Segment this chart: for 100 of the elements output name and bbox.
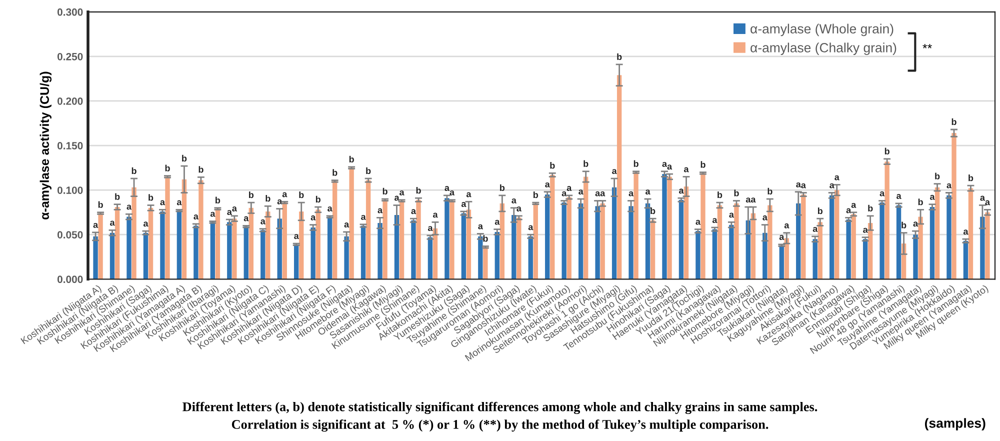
data-label: a: [232, 206, 237, 212]
bar: [528, 236, 533, 280]
bar: [399, 200, 404, 280]
bar: [232, 218, 237, 280]
data-label: a: [846, 208, 852, 214]
data-label: b: [249, 191, 254, 198]
data-label: b: [818, 207, 823, 214]
data-label: b: [115, 193, 120, 200]
data-label: a: [260, 219, 266, 224]
data-label: a: [851, 202, 856, 208]
data-label: a: [160, 200, 166, 206]
data-label: a: [612, 169, 617, 174]
bar: [700, 173, 706, 280]
data-label: a: [310, 215, 316, 220]
bar: [834, 190, 840, 280]
bar: [918, 216, 923, 280]
data-label: b: [132, 167, 136, 174]
data-label: b: [216, 196, 220, 204]
bar: [830, 195, 834, 280]
bar: [416, 200, 421, 280]
bar: [176, 210, 182, 280]
bar: [98, 213, 103, 280]
data-label: b: [266, 195, 270, 202]
x-axis-title: (samples): [924, 418, 986, 430]
data-label: a: [684, 167, 689, 172]
data-label: b: [584, 160, 588, 167]
bar: [266, 211, 270, 280]
bar: [411, 220, 416, 280]
data-label: a: [93, 222, 98, 228]
y-tick-label: 0.200: [57, 97, 83, 105]
bar: [260, 230, 266, 280]
bar: [729, 224, 734, 280]
bar: [198, 180, 204, 280]
y-tick-label: 0.250: [57, 52, 83, 60]
bar: [562, 202, 566, 280]
data-label: a: [528, 225, 534, 230]
bar: [952, 133, 956, 280]
bar: [310, 227, 316, 280]
bar: [934, 187, 940, 280]
data-label: b: [918, 198, 923, 206]
bar: [768, 205, 772, 280]
bar: [678, 200, 684, 280]
data-label: b: [366, 167, 371, 174]
bar: [566, 197, 572, 280]
bar: [595, 206, 600, 280]
data-label: a: [432, 212, 438, 218]
bar: [294, 244, 299, 280]
data-label: b: [182, 154, 187, 162]
bar: [160, 211, 165, 280]
y-axis-title: α-amylase activity (CU/g): [40, 72, 52, 220]
legend-label: α-amylase (Whole grain): [750, 24, 894, 36]
bar: [210, 222, 216, 280]
bar: [862, 239, 868, 280]
data-label: a: [896, 194, 902, 199]
data-label: a: [126, 204, 132, 210]
bar: [650, 220, 656, 280]
data-label: b: [416, 187, 421, 194]
data-label: a: [963, 230, 968, 235]
bar: [478, 236, 483, 280]
data-label: a: [512, 198, 516, 204]
bar: [851, 214, 856, 280]
data-label: a: [812, 226, 818, 232]
bar: [717, 205, 722, 280]
data-label: a: [628, 191, 634, 196]
data-label: a: [478, 224, 483, 230]
data-label: a: [411, 209, 416, 214]
data-label: a: [830, 183, 834, 188]
bar: [110, 232, 115, 280]
data-label: a: [282, 192, 288, 198]
data-label: a: [344, 222, 350, 228]
bar: [600, 203, 605, 280]
data-label: b: [768, 188, 772, 195]
data-label: b: [734, 190, 739, 196]
data-label: b: [165, 164, 170, 172]
bar: [349, 168, 354, 280]
data-label: a: [801, 183, 806, 188]
bar: [846, 219, 851, 280]
bar: [114, 206, 120, 280]
data-label: a: [578, 190, 584, 195]
bar: [143, 232, 148, 280]
bar: [248, 208, 254, 280]
data-label: a: [143, 222, 148, 227]
bar: [327, 216, 332, 280]
data-label: a: [678, 188, 684, 194]
data-label: b: [148, 194, 154, 201]
data-label: a: [450, 190, 455, 196]
data-label: a: [562, 191, 567, 196]
bar: [584, 176, 588, 280]
bar: [344, 236, 349, 280]
bar: [913, 234, 918, 280]
bar: [215, 208, 220, 280]
bar: [366, 180, 371, 280]
data-label: b: [884, 148, 890, 154]
data-label: a: [834, 175, 840, 180]
bar: [750, 213, 756, 280]
data-label: a: [400, 190, 404, 196]
bar: [612, 187, 617, 280]
bar: [696, 231, 700, 280]
bar: [332, 181, 338, 280]
bar: [968, 188, 974, 280]
